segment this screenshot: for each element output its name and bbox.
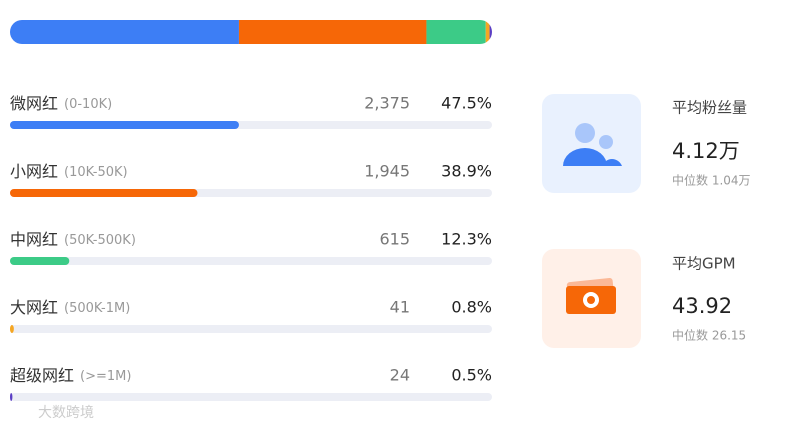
tier-label: 小网红 [10,162,58,181]
tier-range: (50K-500K) [64,233,136,248]
tier-name: 超级网红 (>=1M) [10,366,131,385]
tier-percent: 12.3% [441,230,492,249]
progress-track [10,393,492,401]
tier-range: (>=1M) [80,369,131,384]
tier-percent: 47.5% [441,94,492,113]
fans-icon [563,123,622,166]
stack-segment [489,20,492,44]
card-median: 中位数 1.04万 [672,173,751,188]
tier-range: (0-10K) [64,97,112,112]
tier-name: 中网红 (50K-500K) [10,230,136,249]
money-icon [566,277,616,314]
card-title: 平均GPM [672,255,736,273]
progress-track [10,257,492,265]
card-median: 中位数 26.15 [672,328,746,343]
tier-name: 大网红 (500K-1M) [10,298,130,317]
stack-segment [426,20,486,44]
progress-bar [10,325,14,333]
card-value: 43.92 [672,294,732,318]
progress-track [10,325,492,333]
progress-bar [10,393,13,401]
progress-bar [10,121,239,129]
progress-bar [10,257,70,265]
tier-label: 超级网红 [10,366,74,385]
stack-segment [10,20,239,44]
tier-percent: 38.9% [441,162,492,181]
icon-box [542,94,641,193]
tier-count: 2,375 [364,94,410,113]
watermark: 大数跨境 [38,405,94,421]
tier-range: (500K-1M) [64,301,130,316]
tier-label: 大网红 [10,298,58,317]
tier-count: 41 [390,298,410,317]
tier-label: 中网红 [10,230,58,249]
tier-count: 1,945 [364,162,410,181]
stack-segment [485,20,490,44]
tier-count: 24 [390,366,410,385]
card-title: 平均粉丝量 [672,99,747,117]
stack-segment [238,20,427,44]
tier-name: 小网红 (10K-50K) [10,162,128,181]
tier-percent: 0.5% [451,366,492,385]
progress-bar [10,189,198,197]
card-value: 4.12万 [672,139,740,163]
tier-label: 微网红 [10,94,58,113]
stacked-bar [10,20,492,44]
tier-count: 615 [379,230,410,249]
tier-range: (10K-50K) [64,165,128,180]
tier-name: 微网红 (0-10K) [10,94,112,113]
tier-percent: 0.8% [451,298,492,317]
